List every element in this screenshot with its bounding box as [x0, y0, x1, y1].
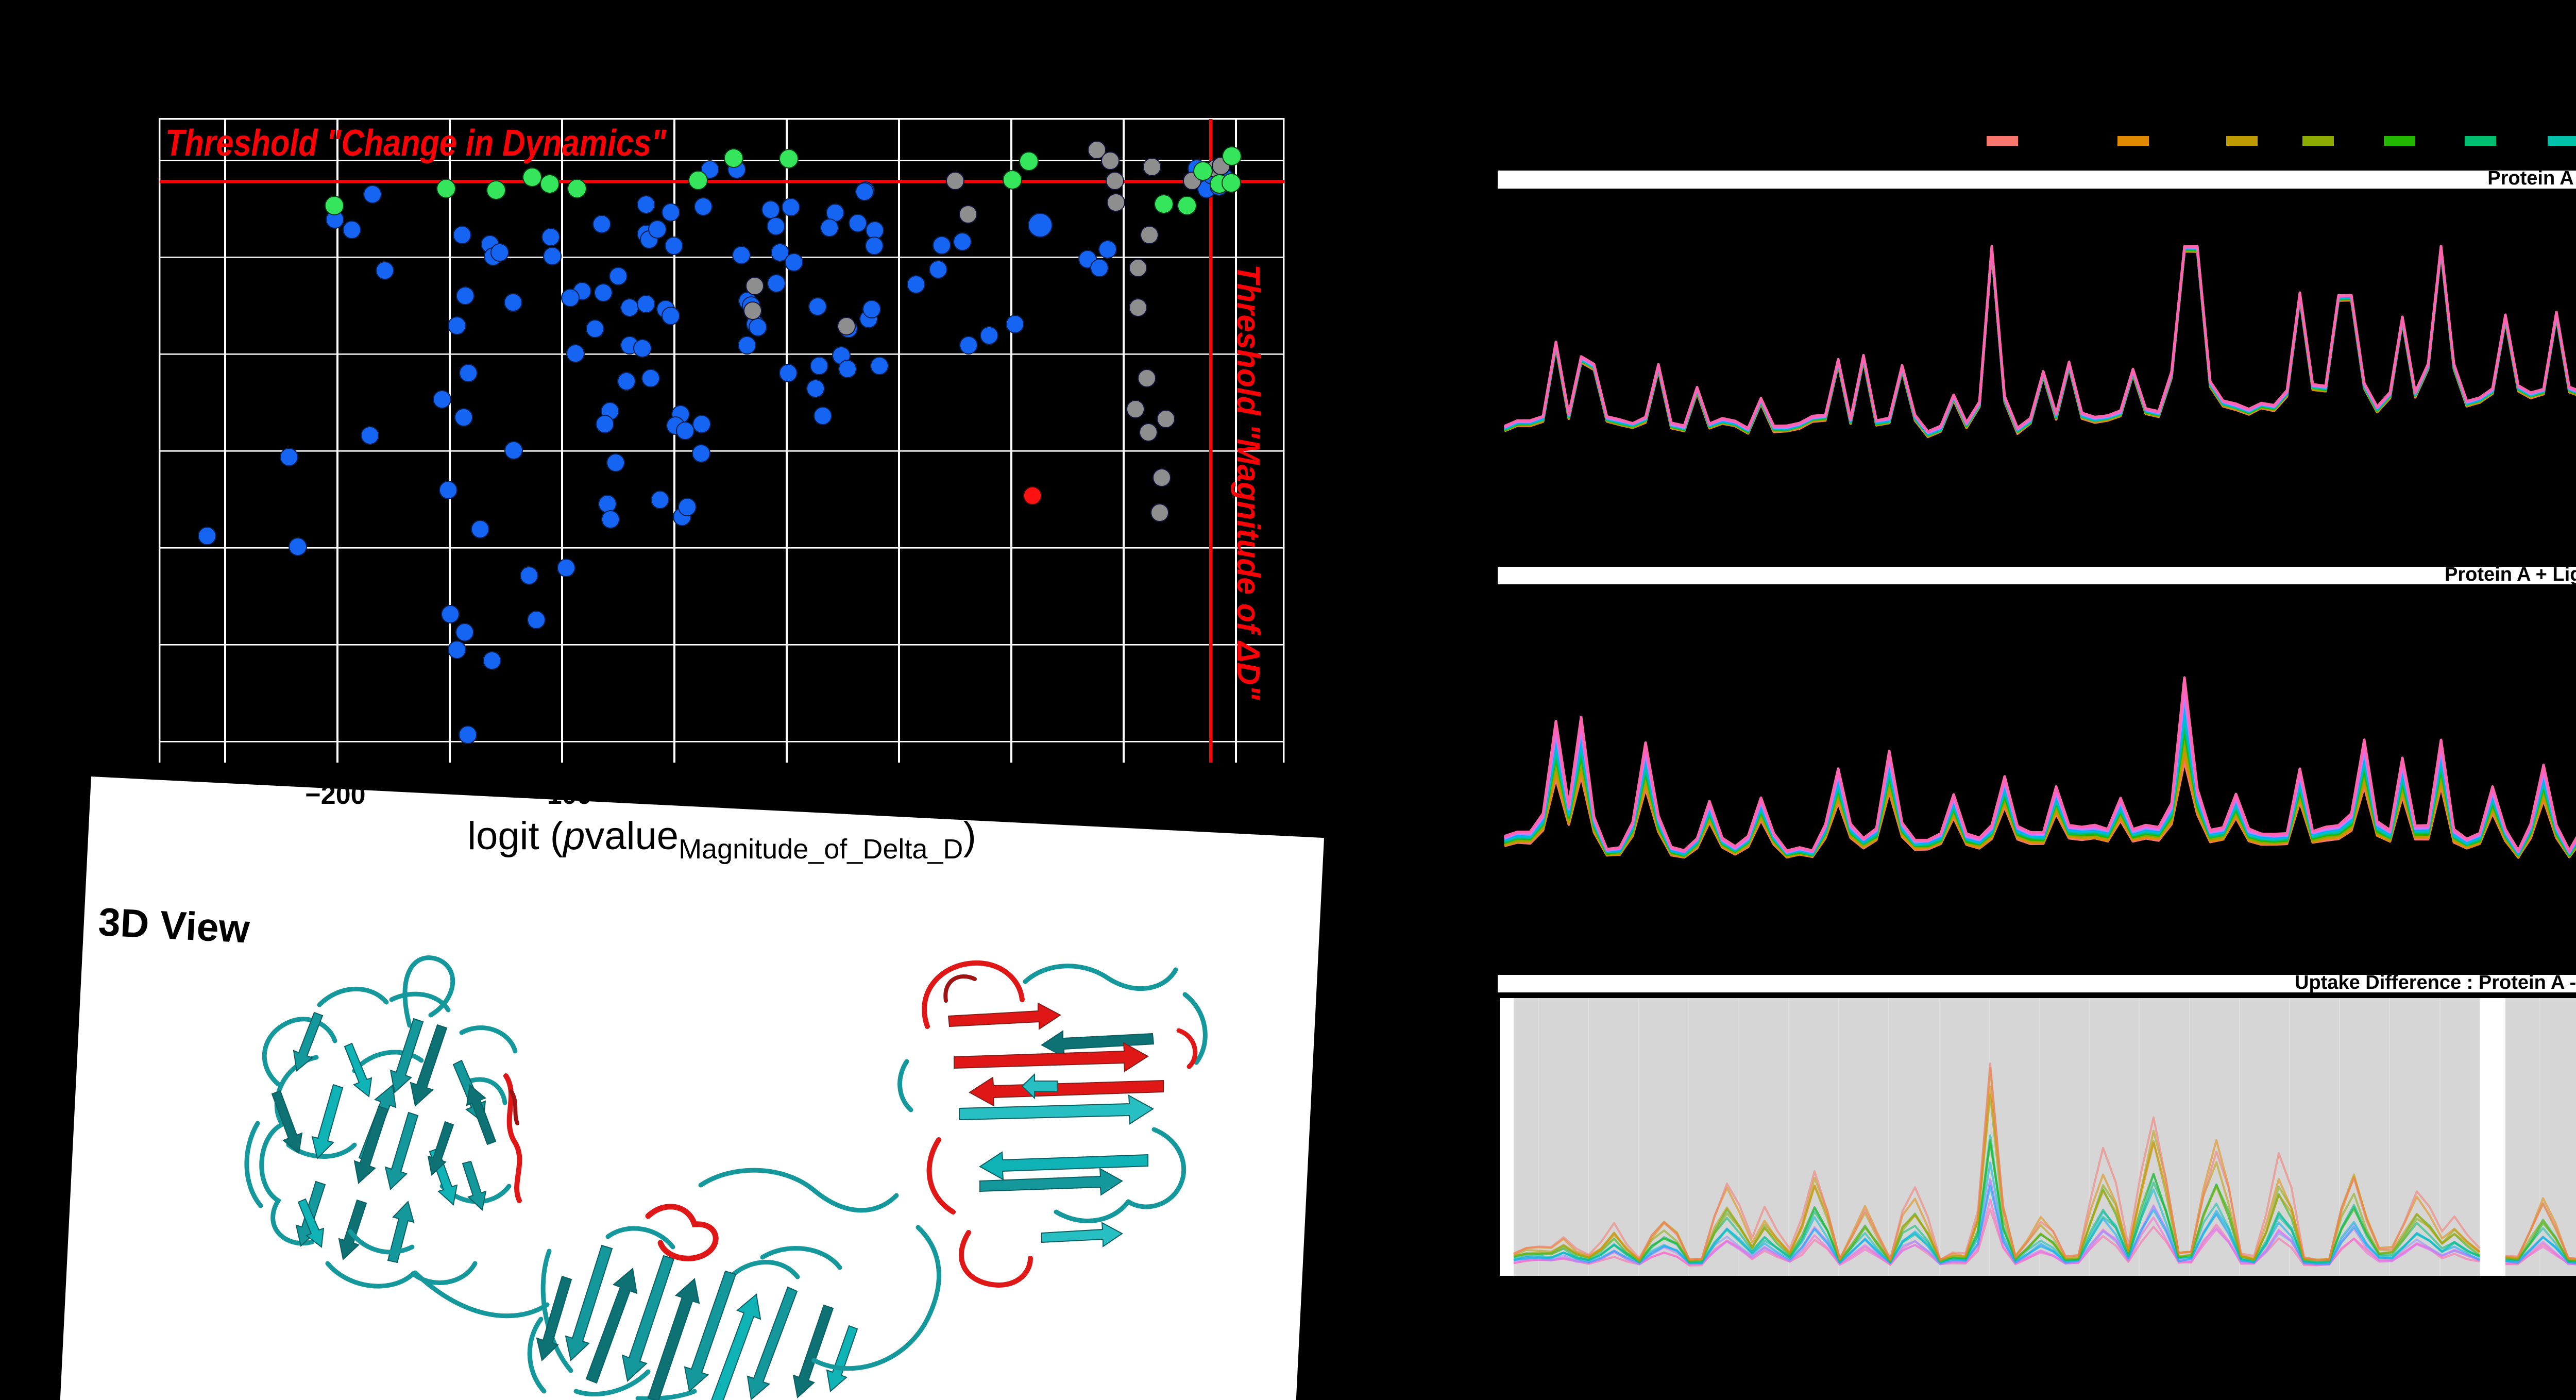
- svg-text:−200: −200: [305, 780, 365, 810]
- svg-text:Threshold "Magnitude of ΔD": Threshold "Magnitude of ΔD": [1230, 264, 1266, 701]
- svg-text:3D View: 3D View: [97, 900, 251, 952]
- svg-text:Protein A: Protein A: [2487, 167, 2574, 189]
- svg-text:Threshold "Change in Dynamics": Threshold "Change in Dynamics": [165, 123, 667, 164]
- svg-text:−100: −100: [531, 780, 591, 810]
- svg-text:Uptake Difference : Protein A: Uptake Difference : Protein A - (Protein…: [2295, 972, 2576, 993]
- svg-text:Protein A + Ligand: Protein A + Ligand: [2445, 564, 2576, 585]
